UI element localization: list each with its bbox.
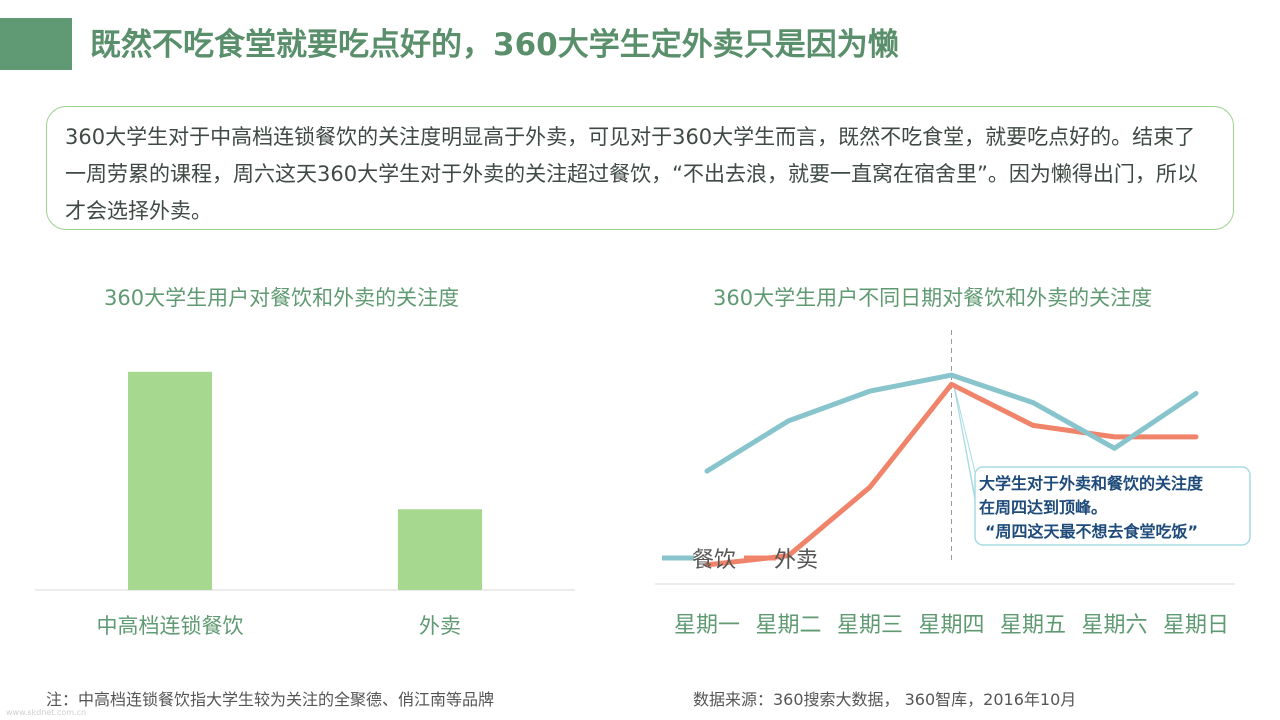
x-tick-label: 星期一 [674, 613, 740, 638]
callout-text: 在周四达到顶峰。 [979, 498, 1107, 517]
legend-label: 外卖 [774, 548, 818, 573]
callout-text: “周四这天最不想去食堂吃饭” [985, 522, 1198, 541]
callout-box [974, 466, 1251, 546]
bar [128, 371, 212, 590]
title-accent-bar [0, 18, 72, 70]
footnote-brands: 注：中高档连锁餐饮指大学生较为关注的全聚德、俏江南等品牌 [46, 690, 495, 709]
summary-box: 360大学生对于中高档连锁餐饮的关注度明显高于外卖，可见对于360大学生而言，既… [46, 106, 1234, 230]
x-tick-label: 星期日 [1163, 613, 1229, 638]
callout-leader-line [953, 383, 976, 473]
x-tick-label: 中高档连锁餐饮 [97, 614, 244, 638]
callout-text: 大学生对于外卖和餐饮的关注度 [979, 474, 1204, 493]
x-tick-label: 星期五 [1000, 613, 1066, 638]
series-line [704, 381, 1199, 568]
x-tick-label: 星期四 [918, 613, 984, 638]
summary-text: 360大学生对于中高档连锁餐饮的关注度明显高于外卖，可见对于360大学生而言，既… [65, 125, 1198, 223]
page-title: 既然不吃食堂就要吃点好的，360大学生定外卖只是因为懒 [90, 27, 899, 63]
legend-label: 餐饮 [692, 548, 736, 573]
x-tick-label: 星期六 [1081, 613, 1147, 638]
x-tick-label: 外卖 [419, 614, 461, 638]
series-line [704, 372, 1199, 474]
footnote-source: 数据来源：360搜索大数据， 360智库，2016年10月 [693, 690, 1077, 709]
x-tick-label: 星期三 [837, 613, 903, 638]
x-tick-label: 星期二 [755, 613, 821, 638]
bar [398, 509, 482, 590]
watermark: www.skdnet.com.cn [6, 708, 87, 717]
bar-chart: 中高档连锁餐饮 外卖 [35, 371, 575, 638]
bar-chart-title: 360大学生用户对餐饮和外卖的关注度 [104, 286, 460, 310]
line-chart-title: 360大学生用户不同日期对餐饮和外卖的关注度 [713, 286, 1153, 310]
